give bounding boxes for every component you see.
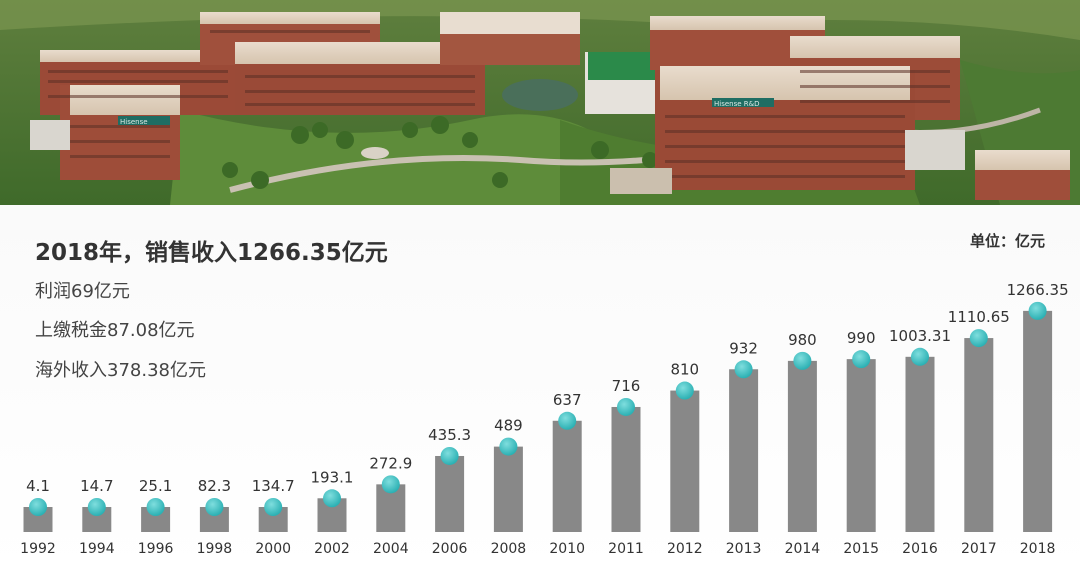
marker-dot-2002 xyxy=(323,489,341,508)
marker-dot-2004 xyxy=(381,475,400,494)
value-label-2017: 1110.65 xyxy=(948,308,1010,326)
marker-dot-2015 xyxy=(852,350,871,369)
marker-dot-2016 xyxy=(911,347,929,366)
marker-dot-2006 xyxy=(440,446,459,465)
tax-stat: 上缴税金87.08亿元 xyxy=(35,320,195,341)
marker-dot-1996 xyxy=(146,498,165,516)
campus-aerial-photo: Hisense Hisense R&D xyxy=(0,0,1080,205)
value-label-2008: 489 xyxy=(494,417,523,435)
x-tick-label-2014: 2014 xyxy=(785,541,821,557)
x-tick-label-1998: 1998 xyxy=(197,541,233,557)
overseas-revenue-stat: 海外收入378.38亿元 xyxy=(35,360,206,381)
photo-sign-left: Hisense xyxy=(120,118,148,126)
marker-dot-2017 xyxy=(969,329,988,348)
value-label-1994: 14.7 xyxy=(80,477,113,495)
unit-label: 单位：亿元 xyxy=(970,232,1046,250)
value-label-1992: 4.1 xyxy=(26,477,50,495)
value-label-2012: 810 xyxy=(670,361,699,379)
x-tick-label-2004: 2004 xyxy=(373,541,409,557)
value-label-2011: 716 xyxy=(612,377,641,395)
bar-2014 xyxy=(787,360,817,532)
marker-dot-1992 xyxy=(29,498,47,516)
value-label-2006: 435.3 xyxy=(428,426,471,444)
x-tick-label-1994: 1994 xyxy=(79,541,115,557)
marker-dot-1994 xyxy=(87,498,106,516)
value-label-1996: 25.1 xyxy=(139,477,172,495)
x-tick-label-2017: 2017 xyxy=(961,541,997,557)
value-label-2015: 990 xyxy=(847,329,876,347)
value-label-2000: 134.7 xyxy=(252,477,295,495)
x-tick-label-2011: 2011 xyxy=(608,541,644,557)
marker-dot-1998 xyxy=(205,498,224,516)
bar-2013 xyxy=(729,369,759,532)
value-label-2002: 193.1 xyxy=(311,468,354,486)
x-tick-label-2015: 2015 xyxy=(843,541,879,557)
marker-dot-2008 xyxy=(499,437,518,456)
value-label-2013: 932 xyxy=(729,339,758,357)
x-tick-label-2012: 2012 xyxy=(667,541,703,557)
x-tick-label-2006: 2006 xyxy=(432,541,468,557)
marker-dot-2012 xyxy=(675,381,694,400)
x-tick-label-2008: 2008 xyxy=(491,541,527,557)
page-title: 2018年，销售收入1266.35亿元 xyxy=(35,240,388,266)
value-label-2014: 980 xyxy=(788,331,817,349)
bar-2008 xyxy=(493,446,523,532)
bar-2018 xyxy=(1023,310,1053,532)
x-tick-label-1996: 1996 xyxy=(138,541,174,557)
x-tick-label-2013: 2013 xyxy=(726,541,762,557)
value-label-2018: 1266.35 xyxy=(1007,281,1069,299)
x-tick-label-2018: 2018 xyxy=(1020,541,1056,557)
marker-dot-2011 xyxy=(617,397,635,416)
marker-dot-2013 xyxy=(734,360,753,379)
x-tick-label-2016: 2016 xyxy=(902,541,938,557)
x-tick-label-2010: 2010 xyxy=(549,541,585,557)
bar-2010 xyxy=(552,420,582,532)
bar-2016 xyxy=(905,356,935,532)
value-label-2010: 637 xyxy=(553,391,582,409)
bar-2006 xyxy=(435,455,465,532)
photo-sign-right: Hisense R&D xyxy=(714,100,760,108)
marker-dot-2000 xyxy=(264,498,283,516)
marker-dot-2010 xyxy=(558,411,577,430)
profit-stat: 利润69亿元 xyxy=(35,281,130,302)
bar-2017 xyxy=(964,338,994,532)
bar-2011 xyxy=(611,406,641,532)
value-label-2016: 1003.31 xyxy=(889,327,951,345)
marker-dot-2018 xyxy=(1028,301,1047,320)
value-label-1998: 82.3 xyxy=(198,477,231,495)
value-label-2004: 272.9 xyxy=(369,454,412,472)
x-tick-label-1992: 1992 xyxy=(20,541,56,557)
x-tick-label-2000: 2000 xyxy=(255,541,291,557)
bar-2015 xyxy=(846,359,876,532)
bar-2012 xyxy=(670,390,700,532)
x-tick-label-2002: 2002 xyxy=(314,541,350,557)
marker-dot-2014 xyxy=(793,351,812,370)
